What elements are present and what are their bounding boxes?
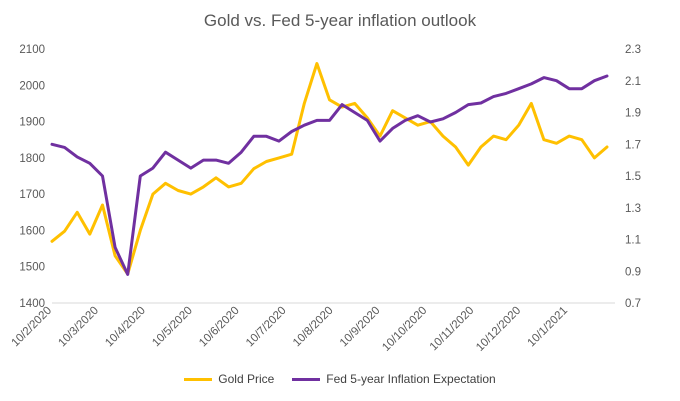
right-tick-label: 2.1 bbox=[625, 76, 641, 88]
legend-item-inflation: Fed 5-year Inflation Expectation bbox=[292, 372, 496, 386]
right-tick-label: 1.7 bbox=[625, 139, 641, 151]
left-tick-label: 1800 bbox=[19, 153, 45, 165]
left-tick-label: 1500 bbox=[19, 262, 45, 274]
series-line-inflation-expectation bbox=[50, 74, 609, 276]
left-tick-label: 1700 bbox=[19, 189, 45, 201]
x-tick-label: 10/12/2020 bbox=[474, 305, 523, 354]
x-tick-label: 10/7/2020 bbox=[244, 305, 289, 350]
chart-title: Gold vs. Fed 5-year inflation outlook bbox=[203, 11, 477, 30]
right-tick-label: 1.1 bbox=[625, 235, 641, 247]
legend-swatch-inflation bbox=[292, 377, 321, 381]
right-axis-ticks: 0.7 0.9 1.1 1.3 1.5 1.7 1.9 2.1 2.3 bbox=[625, 44, 641, 310]
x-tick-label: 10/3/2020 bbox=[56, 305, 101, 350]
legend-label-inflation: Fed 5-year Inflation Expectation bbox=[326, 372, 496, 386]
right-tick-label: 1.5 bbox=[625, 171, 641, 183]
legend: Gold Price Fed 5-year Inflation Expectat… bbox=[0, 372, 680, 386]
left-tick-label: 2100 bbox=[19, 44, 45, 56]
x-tick-label: 10/11/2020 bbox=[428, 305, 477, 354]
x-tick-label: 10/5/2020 bbox=[150, 305, 195, 350]
legend-item-gold: Gold Price bbox=[184, 372, 274, 386]
x-tick-label: 10/8/2020 bbox=[291, 305, 336, 350]
left-tick-label: 1900 bbox=[19, 117, 45, 129]
right-tick-label: 1.9 bbox=[625, 108, 641, 120]
series-group bbox=[50, 62, 609, 276]
x-tick-label: 10/10/2020 bbox=[380, 305, 429, 354]
x-tick-label: 10/1/2021 bbox=[526, 305, 571, 350]
x-tick-label: 10/9/2020 bbox=[338, 305, 383, 350]
x-tick-label: 10/2/2020 bbox=[9, 305, 54, 350]
right-tick-label: 0.9 bbox=[625, 266, 641, 278]
x-tick-label: 10/4/2020 bbox=[103, 305, 148, 350]
right-tick-label: 0.7 bbox=[625, 298, 641, 310]
right-tick-label: 2.3 bbox=[625, 44, 641, 56]
series-line-gold-price bbox=[50, 62, 609, 276]
left-tick-label: 2000 bbox=[19, 80, 45, 92]
x-tick-label: 10/6/2020 bbox=[197, 305, 242, 350]
legend-swatch-gold bbox=[184, 377, 213, 381]
legend-label-gold: Gold Price bbox=[218, 372, 275, 386]
left-tick-label: 1600 bbox=[19, 225, 45, 237]
left-axis-ticks: 1400 1500 1600 1700 1800 1900 2000 2100 bbox=[19, 44, 45, 310]
x-axis-ticks: 10/2/2020 10/3/2020 10/4/2020 10/5/2020 10/6… bbox=[9, 305, 570, 354]
left-tick-label: 1400 bbox=[19, 298, 45, 310]
right-tick-label: 1.3 bbox=[625, 203, 641, 215]
